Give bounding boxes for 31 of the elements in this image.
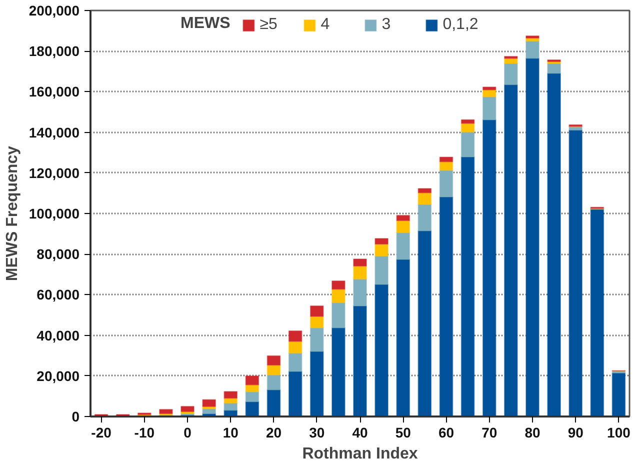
- legend-label: 4: [320, 16, 331, 34]
- legend-label: 3: [382, 16, 392, 34]
- legend-title: MEWS: [180, 15, 231, 32]
- legend-label: 0,1,2: [442, 16, 478, 34]
- y-tick-label: 180,000: [28, 43, 80, 60]
- x-tick-label: 20: [266, 424, 282, 440]
- x-tick-label: 70: [482, 424, 498, 440]
- legend-label: ≥5: [260, 16, 278, 34]
- y-tick-label: 0: [72, 408, 80, 424]
- x-tick-label: 10: [222, 424, 239, 440]
- y-tick-label: 20,000: [36, 368, 80, 384]
- x-tick-label: 40: [352, 424, 368, 440]
- x-axis-title: Rothman Index: [302, 446, 418, 462]
- y-tick-label: 120,000: [28, 164, 80, 181]
- x-tick-label: 90: [568, 424, 584, 440]
- x-tick-label: -10: [134, 424, 155, 440]
- x-tick-label: 0: [184, 424, 192, 440]
- y-tick-label: 60,000: [36, 286, 80, 303]
- x-tick-label: 30: [309, 424, 325, 440]
- x-tick-label: 100: [607, 424, 631, 440]
- y-tick-label: 200,000: [28, 2, 80, 18]
- y-tick-label: 100,000: [28, 206, 80, 222]
- y-tick-label: 160,000: [28, 84, 80, 100]
- x-tick-label: 50: [395, 424, 412, 440]
- y-tick-label: 140,000: [28, 124, 80, 140]
- x-tick-label: 60: [438, 424, 454, 440]
- x-tick-label: 80: [524, 424, 540, 440]
- y-tick-label: 40,000: [36, 327, 80, 344]
- y-axis-title: MEWS Frequency: [4, 146, 21, 282]
- x-tick-label: -20: [91, 424, 112, 440]
- y-tick-label: 80,000: [36, 246, 80, 262]
